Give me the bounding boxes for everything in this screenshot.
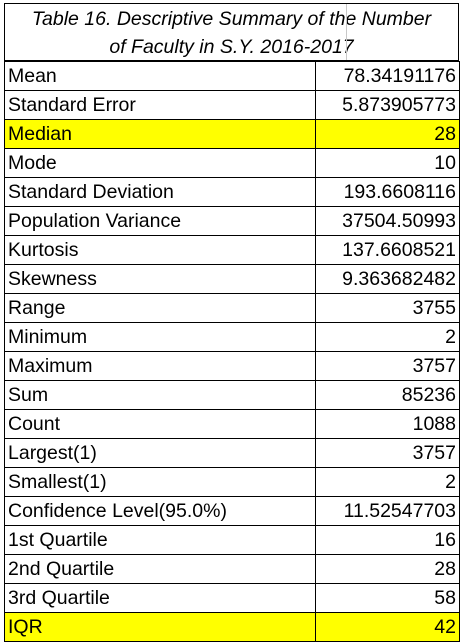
statistic-label-cell[interactable]: Standard Deviation (4, 177, 316, 207)
statistic-value-cell[interactable]: 193.6608116 (315, 177, 460, 207)
statistic-value-cell[interactable]: 137.6608521 (315, 235, 460, 265)
table-row: Population Variance 37504.50993 (4, 206, 460, 236)
statistic-value-cell[interactable]: 78.34191176 (315, 61, 460, 91)
statistic-value-cell[interactable]: 3755 (315, 293, 460, 323)
table-row: Standard Error 5.873905773 (4, 90, 460, 120)
statistic-label-cell[interactable]: Sum (4, 380, 316, 410)
statistics-table-body: Mean 78.34191176 Standard Error 5.873905773… (4, 61, 460, 642)
statistic-value-cell[interactable]: 28 (315, 554, 460, 584)
table-row: Confidence Level(95.0%) 11.52547703 (4, 496, 460, 526)
statistic-label-cell[interactable]: 3rd Quartile (4, 583, 316, 613)
statistic-label-cell[interactable]: Largest(1) (4, 438, 316, 468)
statistic-label-cell[interactable]: 2nd Quartile (4, 554, 316, 584)
statistic-value-cell[interactable]: 1088 (315, 409, 460, 439)
statistic-label-cell[interactable]: Confidence Level(95.0%) (4, 496, 316, 526)
statistic-value-cell[interactable]: 2 (315, 322, 460, 352)
statistic-label-cell[interactable]: Population Variance (4, 206, 316, 236)
statistic-value-cell[interactable]: 37504.50993 (315, 206, 460, 236)
table-row: Standard Deviation 193.6608116 (4, 177, 460, 207)
table-row: Smallest(1) 2 (4, 467, 460, 497)
statistic-value-cell[interactable]: 42 (315, 612, 460, 642)
table-title-cell[interactable]: Table 16. Descriptive Summary of the Num… (4, 3, 459, 61)
table-row: Median 28 (4, 119, 460, 149)
statistic-value-cell[interactable]: 11.52547703 (315, 496, 460, 526)
statistic-value-cell[interactable]: 58 (315, 583, 460, 613)
statistic-label-cell[interactable]: Median (4, 119, 316, 149)
statistic-label-cell[interactable]: 1st Quartile (4, 525, 316, 555)
descriptive-summary-sheet: Table 16. Descriptive Summary of the Num… (4, 3, 460, 642)
statistic-value-cell[interactable]: 9.363682482 (315, 264, 460, 294)
statistic-value-cell[interactable]: 16 (315, 525, 460, 555)
statistic-value-cell[interactable]: 5.873905773 (315, 90, 460, 120)
statistic-label-cell[interactable]: Skewness (4, 264, 316, 294)
statistic-label-cell[interactable]: Mean (4, 61, 316, 91)
table-row: Range 3755 (4, 293, 460, 323)
statistic-value-cell[interactable]: 2 (315, 467, 460, 497)
statistic-label-cell[interactable]: Kurtosis (4, 235, 316, 265)
statistics-table: Mean 78.34191176 Standard Error 5.873905773… (4, 61, 460, 642)
statistic-label-cell[interactable]: Smallest(1) (4, 467, 316, 497)
table-row: Count 1088 (4, 409, 460, 439)
table-row: Kurtosis 137.6608521 (4, 235, 460, 265)
table-row: Mean 78.34191176 (4, 61, 460, 91)
table-row: Minimum 2 (4, 322, 460, 352)
statistic-value-cell[interactable]: 3757 (315, 351, 460, 381)
statistic-value-cell[interactable]: 28 (315, 119, 460, 149)
statistic-value-cell[interactable]: 3757 (315, 438, 460, 468)
table-row: IQR 42 (4, 612, 460, 642)
table-row: 1st Quartile 16 (4, 525, 460, 555)
statistic-label-cell[interactable]: Range (4, 293, 316, 323)
table-row: Mode 10 (4, 148, 460, 178)
table-row: 3rd Quartile 58 (4, 583, 460, 613)
statistic-label-cell[interactable]: Mode (4, 148, 316, 178)
statistic-label-cell[interactable]: Minimum (4, 322, 316, 352)
table-row: Skewness 9.363682482 (4, 264, 460, 294)
table-title-line-2: of Faculty in S.Y. 2016-2017 (109, 36, 354, 58)
statistic-label-cell[interactable]: Maximum (4, 351, 316, 381)
column-gridline (346, 4, 347, 60)
statistic-label-cell[interactable]: Standard Error (4, 90, 316, 120)
statistic-value-cell[interactable]: 85236 (315, 380, 460, 410)
table-title-line-1: Table 16. Descriptive Summary of the Num… (31, 8, 432, 30)
statistic-label-cell[interactable]: IQR (4, 612, 316, 642)
table-row: 2nd Quartile 28 (4, 554, 460, 584)
table-row: Maximum 3757 (4, 351, 460, 381)
table-row: Largest(1) 3757 (4, 438, 460, 468)
statistic-value-cell[interactable]: 10 (315, 148, 460, 178)
table-row: Sum 85236 (4, 380, 460, 410)
statistic-label-cell[interactable]: Count (4, 409, 316, 439)
